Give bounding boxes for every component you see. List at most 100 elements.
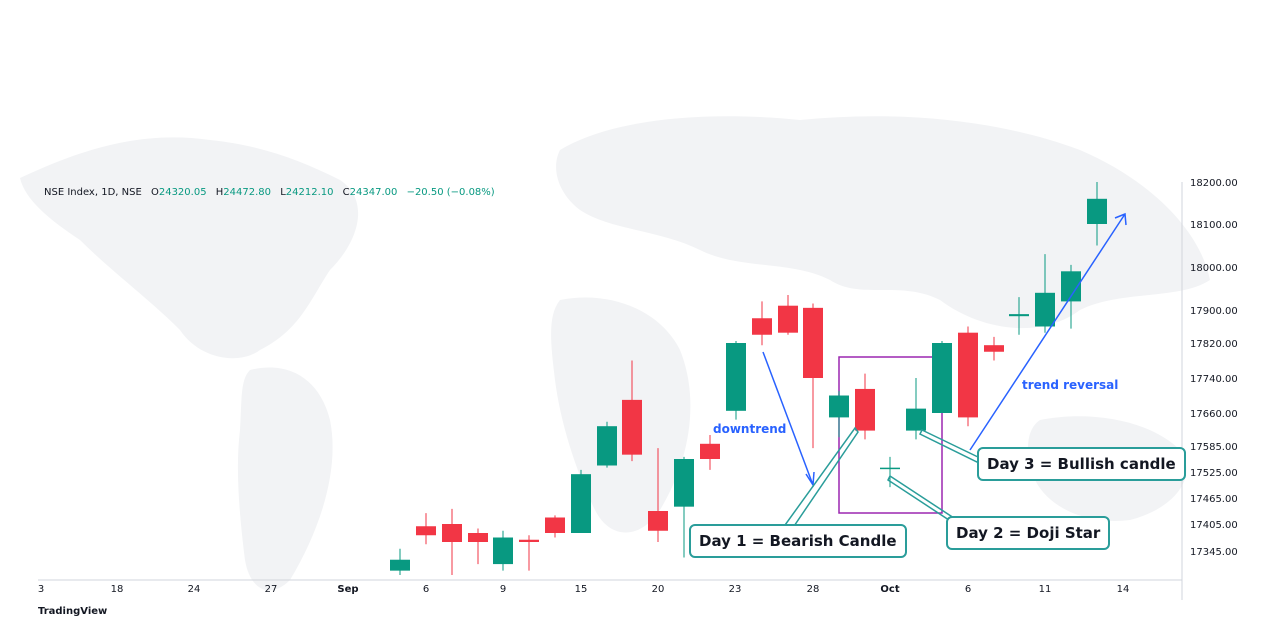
candle	[726, 340, 746, 420]
candle-body	[648, 511, 668, 531]
candle-body	[984, 345, 1004, 352]
x-tick-label: 24	[188, 584, 201, 595]
day2-callout: Day 2 = Doji Star	[946, 516, 1111, 550]
candle	[519, 535, 539, 571]
x-tick-label: 14	[1117, 584, 1130, 595]
candle-body	[545, 517, 565, 533]
candle	[803, 303, 823, 449]
high-value: 24472.80	[223, 187, 271, 198]
high-key: H	[215, 187, 224, 198]
candle-body	[622, 399, 642, 455]
low-key: L	[280, 187, 286, 198]
x-tick-label: 9	[500, 584, 506, 595]
candle-body	[932, 343, 952, 413]
downtrend-label: downtrend	[713, 422, 787, 436]
x-tick-label: 20	[652, 584, 665, 595]
x-tick-label: 15	[575, 584, 588, 595]
candle	[442, 508, 462, 575]
y-tick-label: 17740.00	[1190, 374, 1238, 385]
candle-body	[700, 443, 720, 459]
candle	[906, 378, 926, 440]
symbol-label: NSE Index, 1D, NSE	[44, 187, 142, 198]
candle-body	[493, 537, 513, 565]
x-axis-ticks: 3 18 24 27 Sep 6 9 15 20 23 28 Oct 6 11 14	[38, 584, 1130, 595]
candle	[1009, 297, 1029, 335]
low-value: 24212.10	[285, 187, 334, 198]
x-tick-label: 11	[1039, 584, 1052, 595]
y-tick-label: 17525.00	[1190, 468, 1238, 479]
candle	[1087, 182, 1107, 246]
tradingview-logo: TradingView	[38, 606, 108, 617]
x-tick-label: 18	[111, 584, 124, 595]
candle	[984, 336, 1004, 361]
open-value: 24320.05	[158, 187, 207, 198]
y-tick-label: 18200.00	[1190, 178, 1238, 189]
candle-body	[803, 307, 823, 378]
candle	[855, 373, 875, 440]
candle	[545, 515, 565, 538]
x-tick-label: 23	[729, 584, 742, 595]
chart-header: NSE Index, 1D, NSE O24320.05 H24472.80 L…	[44, 187, 495, 198]
candle-body	[726, 343, 746, 411]
x-tick-label: 6	[965, 584, 971, 595]
y-tick-label: 17900.00	[1190, 306, 1238, 317]
candle-body	[1061, 271, 1081, 302]
open-key: O	[150, 187, 159, 198]
day1-callout: Day 1 = Bearish Candle	[689, 524, 907, 558]
candle	[390, 548, 410, 575]
candle	[829, 391, 849, 438]
candles	[390, 182, 1107, 575]
candle-body	[880, 467, 900, 470]
candle	[571, 469, 591, 533]
candle-body	[674, 459, 694, 507]
candle-body	[597, 426, 617, 466]
y-tick-label: 18100.00	[1190, 220, 1238, 231]
trend-reversal-label: trend reversal	[1022, 378, 1119, 392]
y-tick-label: 17585.00	[1190, 442, 1238, 453]
y-tick-label: 17820.00	[1190, 339, 1238, 350]
candle	[674, 456, 694, 558]
y-tick-label: 17660.00	[1190, 409, 1238, 420]
candle-body	[442, 524, 462, 542]
candle	[778, 294, 798, 335]
candle-body	[958, 332, 978, 418]
y-tick-label: 17465.00	[1190, 494, 1238, 505]
x-tick-label: Oct	[880, 584, 899, 595]
candle	[880, 456, 900, 488]
candle	[1035, 254, 1055, 333]
x-tick-label: Sep	[337, 584, 358, 595]
y-tick-label: 18000.00	[1190, 263, 1238, 274]
candle-body	[752, 318, 772, 335]
candle	[958, 326, 978, 427]
world-map-background	[20, 116, 1210, 591]
candle	[700, 435, 720, 470]
x-tick-label: 6	[423, 584, 429, 595]
x-tick-label: 27	[265, 584, 278, 595]
candle	[416, 513, 436, 545]
candle	[493, 530, 513, 571]
y-axis-ticks: 17345.00 17405.00 17465.00 17525.00 17585.00…	[1190, 178, 1238, 558]
y-tick-label: 17405.00	[1190, 520, 1238, 531]
candle-body	[778, 305, 798, 333]
candle-body	[1035, 292, 1055, 327]
candle-body	[571, 474, 591, 533]
candle-body	[519, 539, 539, 542]
candle-body	[829, 395, 849, 418]
candle-body	[390, 559, 410, 571]
y-tick-label: 17345.00	[1190, 547, 1238, 558]
candle-body	[1009, 314, 1029, 317]
x-tick-label: 28	[807, 584, 820, 595]
candle-body	[906, 408, 926, 431]
pattern-highlight-box	[838, 356, 943, 514]
x-tick-label: 3	[38, 584, 44, 595]
candle-body	[1087, 198, 1107, 224]
day3-callout: Day 3 = Bullish candle	[977, 447, 1186, 481]
candle	[752, 301, 772, 346]
close-key: C	[342, 187, 350, 198]
candle-body	[416, 526, 436, 536]
close-value: 24347.00	[349, 187, 398, 198]
candle	[597, 421, 617, 468]
candle	[932, 340, 952, 413]
candle-body	[468, 533, 488, 542]
